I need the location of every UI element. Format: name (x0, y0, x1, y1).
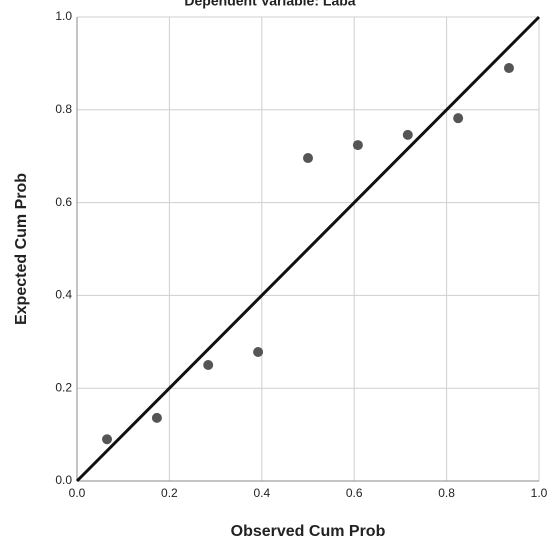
point (253, 347, 263, 357)
x-tick-label: 1.0 (531, 486, 548, 500)
x-tick-label: 0.8 (438, 486, 455, 500)
background (0, 0, 552, 546)
point (152, 413, 162, 423)
point (453, 113, 463, 123)
point (203, 360, 213, 370)
x-tick-label: 0.4 (253, 486, 270, 500)
point (353, 140, 363, 150)
x-tick-label: 0.2 (161, 486, 178, 500)
point (303, 153, 313, 163)
y-tick-label: 0.2 (55, 380, 72, 394)
x-tick-label: 0.0 (69, 486, 86, 500)
y-axis-label: Expected Cum Prob (13, 173, 30, 325)
chart-title: Dependent Variable: Laba (184, 0, 355, 9)
y-tick-label: 0.6 (55, 195, 72, 209)
chart: Dependent Variable: Laba Observed Cum Pr… (0, 0, 552, 546)
y-tick-label: 0.8 (55, 102, 72, 116)
y-tick-label: 0.4 (55, 288, 72, 302)
point (504, 63, 514, 73)
point (102, 434, 112, 444)
y-tick-label: 1.0 (55, 9, 72, 23)
y-tick-label: 0.0 (55, 473, 72, 487)
x-tick-label: 0.6 (346, 486, 363, 500)
point (403, 130, 413, 140)
x-axis-label: Observed Cum Prob (231, 523, 386, 540)
